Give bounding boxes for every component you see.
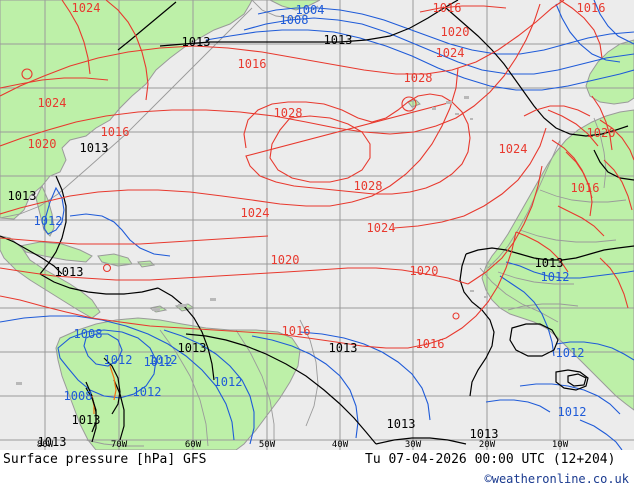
coastline-layer [0, 0, 627, 447]
pressure-map[interactable]: 1024 1013 1004 1008 1013 1016 1016 1020 1024 1028… [0, 0, 634, 450]
isobars-1013 [0, 0, 634, 445]
lon-tick-10W: 10W [551, 440, 569, 450]
lon-tick-20W: 20W [478, 440, 496, 450]
lon-tick-50W: 50W [258, 440, 276, 450]
lon-tick-30W: 30W [404, 440, 422, 450]
model-run-info: Tu 07-04-2026 00:00 UTC (12+204) [365, 452, 616, 467]
andes-outline [85, 357, 121, 433]
map-footer: Surface pressure [hPa] GFS Tu 07-04-2026… [0, 450, 634, 490]
island-detail [16, 96, 488, 385]
isobars-low [0, 0, 634, 450]
isobars-high [0, 0, 634, 349]
lon-tick-60W: 60W [184, 440, 202, 450]
local-features [21, 68, 460, 320]
map-graphics [0, 0, 634, 450]
lon-tick-80W: 80W [36, 440, 54, 450]
copyright-credit: ©weatheronline.co.uk [484, 472, 630, 486]
map-caption: Surface pressure [hPa] GFS [3, 452, 207, 467]
lon-tick-70W: 70W [110, 440, 128, 450]
lon-tick-40W: 40W [331, 440, 349, 450]
